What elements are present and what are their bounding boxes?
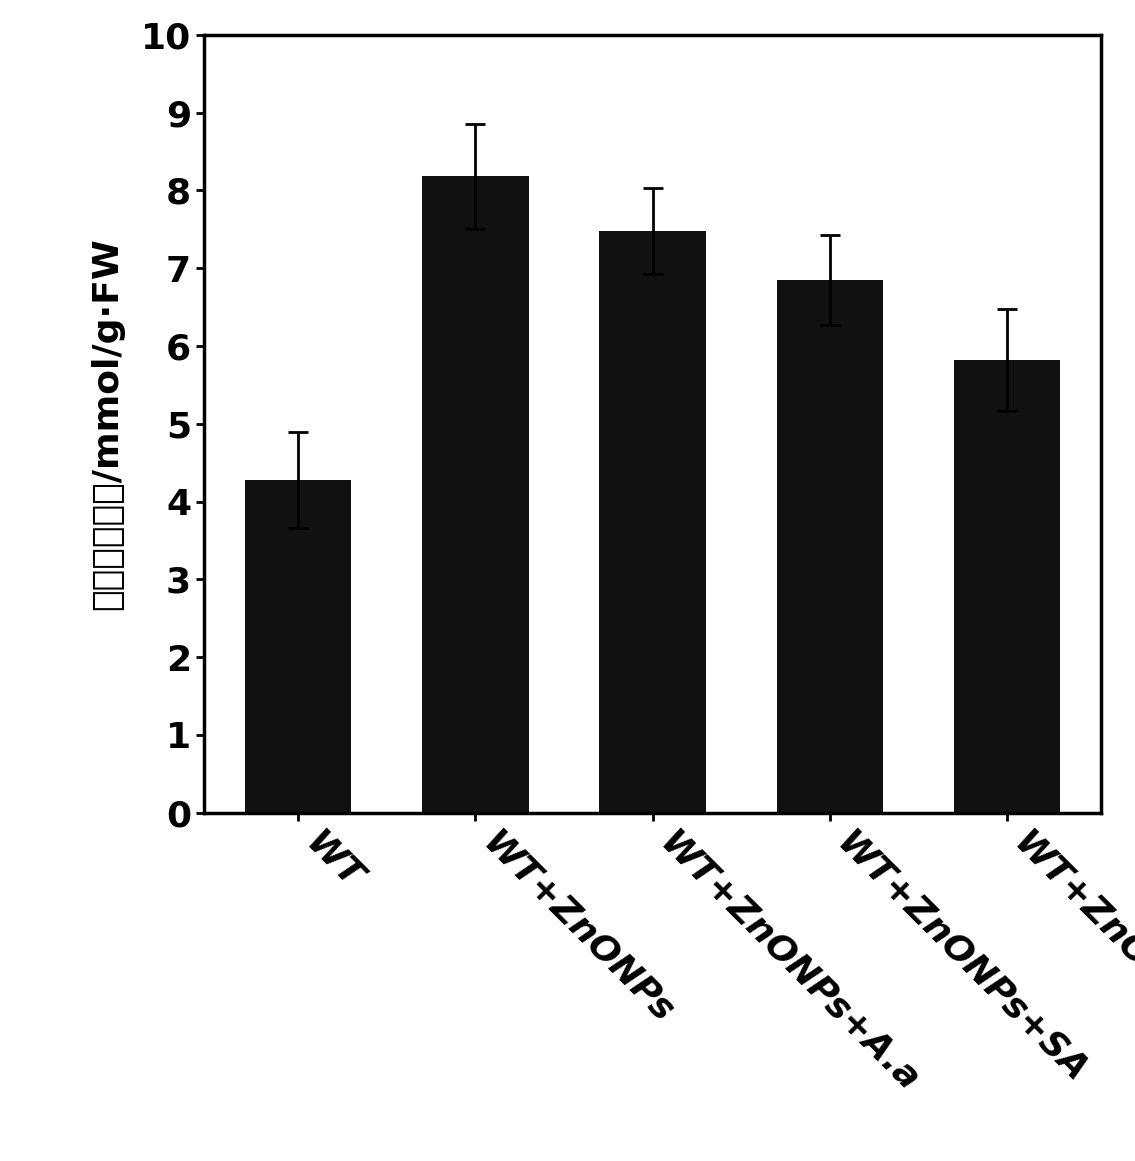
Bar xyxy=(776,280,883,813)
Bar xyxy=(245,479,352,813)
Y-axis label: 过氧化氢含量/mmol/g·FW: 过氧化氢含量/mmol/g·FW xyxy=(90,237,124,611)
Bar xyxy=(953,360,1060,813)
Bar xyxy=(599,231,706,813)
Bar xyxy=(422,176,529,813)
